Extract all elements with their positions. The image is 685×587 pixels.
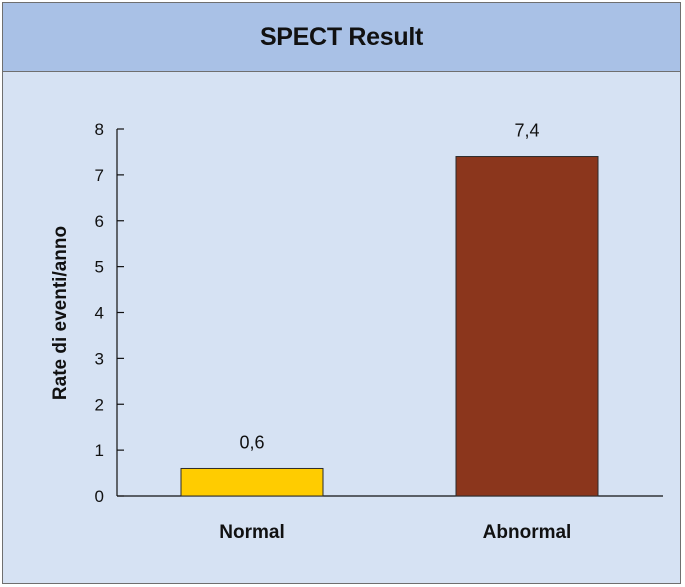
y-tick-label: 7 [95, 166, 104, 185]
y-tick-label: 6 [95, 212, 104, 231]
y-tick-label: 0 [95, 487, 104, 506]
y-tick-label: 3 [95, 349, 104, 368]
y-tick-label: 8 [95, 120, 104, 139]
y-tick-label: 2 [95, 395, 104, 414]
bar-normal [180, 467, 324, 497]
x-category-label: Abnormal [483, 522, 572, 543]
chart-header: SPECT Result [3, 3, 680, 72]
x-category-label: Normal [219, 522, 284, 543]
data-label: 0,6 [239, 432, 264, 452]
y-tick-label: 5 [95, 258, 104, 277]
data-label: 7,4 [514, 121, 539, 141]
y-tick-label: 4 [95, 304, 104, 323]
chart-title: SPECT Result [259, 22, 424, 51]
y-tick-label: 1 [95, 441, 104, 460]
y-axis-title: Rate di eventi/anno [50, 226, 71, 400]
bar-abnormal [455, 156, 599, 497]
